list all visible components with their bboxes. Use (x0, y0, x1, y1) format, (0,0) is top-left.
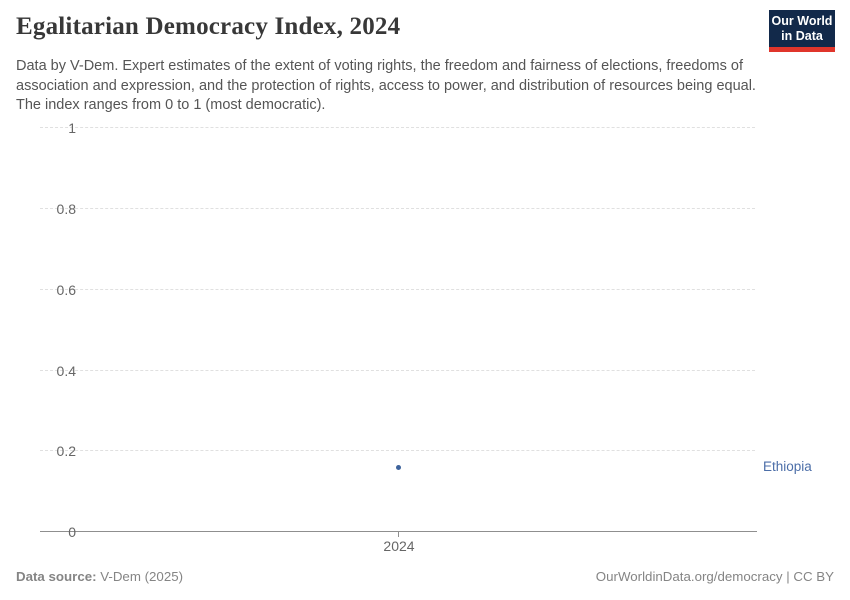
gridline-0.2: 0.2 (40, 443, 755, 459)
credit-link[interactable]: OurWorldinData.org/democracy | CC BY (595, 569, 834, 584)
data-source-note: Data source: V-Dem (2025) (16, 569, 183, 585)
y-tick-label: 0.2 (56, 443, 76, 459)
y-tick-label: 0.6 (56, 282, 76, 298)
y-tick-label: 0.4 (56, 363, 76, 379)
x-tick-mark (398, 531, 399, 537)
data-point-ethiopia[interactable] (396, 465, 401, 470)
y-tick-label: 0.8 (56, 201, 76, 217)
y-tick-label: 1 (68, 120, 76, 136)
page-title: Egalitarian Democracy Index, 2024 (16, 13, 401, 40)
x-tick-label: 2024 (383, 538, 415, 554)
gridline-0.8: 0.8 (40, 201, 755, 217)
data-source-label: Data source: (16, 569, 97, 584)
series-label-ethiopia[interactable]: Ethiopia (763, 459, 812, 474)
data-source-value: V-Dem (2025) (100, 569, 184, 584)
gridline-0.4: 0.4 (40, 363, 755, 379)
owid-logo: Our World in Data (769, 10, 835, 52)
owid-logo-line1: Our World (771, 13, 833, 28)
y-tick-label-zero: 0 (68, 524, 76, 540)
gridline-1.0: 1 (40, 120, 755, 136)
owid-logo-line2: in Data (781, 28, 823, 43)
gridline-0.6: 0.6 (40, 282, 755, 298)
chart-subtitle: Data by V-Dem. Expert estimates of the e… (16, 58, 756, 113)
